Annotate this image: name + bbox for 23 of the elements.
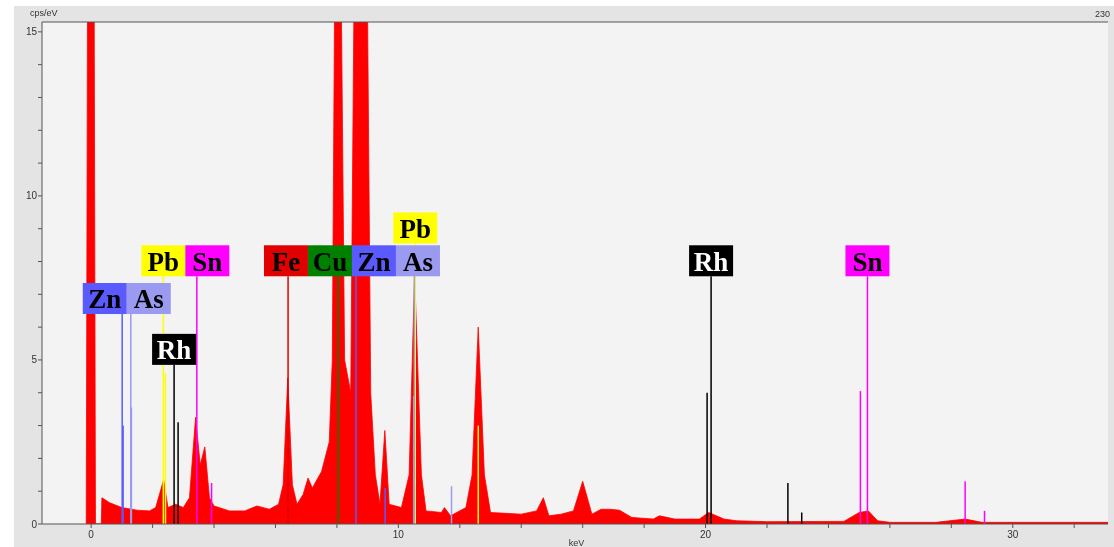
data-label: Cu bbox=[312, 246, 348, 277]
data-label: Rh bbox=[156, 335, 192, 366]
y-tick-label: 15 bbox=[25, 26, 38, 38]
text: 230 bbox=[1094, 9, 1110, 19]
data-label: Pb bbox=[399, 213, 432, 244]
data-label: Zn bbox=[88, 284, 122, 315]
data-label: Rh bbox=[693, 246, 729, 277]
x-tick-label: 20 bbox=[700, 529, 712, 540]
y-tick-label: 0 bbox=[31, 518, 38, 530]
x-axis-title: keV bbox=[568, 538, 585, 547]
data-label: Sn bbox=[852, 246, 883, 277]
x-tick-label: 30 bbox=[1007, 529, 1019, 540]
data-label: Fe bbox=[271, 246, 301, 277]
data-label: As bbox=[402, 246, 433, 277]
y-tick-label: 5 bbox=[31, 354, 38, 366]
y-tick-label: 10 bbox=[25, 190, 38, 202]
x-tick-label: 10 bbox=[392, 529, 405, 540]
y-axis-title: cps/eV bbox=[30, 8, 58, 18]
data-label: Pb bbox=[147, 246, 180, 277]
x-tick-label: 0 bbox=[88, 529, 95, 540]
data-label: Sn bbox=[192, 246, 223, 277]
data-label: Zn bbox=[357, 246, 391, 277]
data-label: As bbox=[133, 284, 164, 315]
